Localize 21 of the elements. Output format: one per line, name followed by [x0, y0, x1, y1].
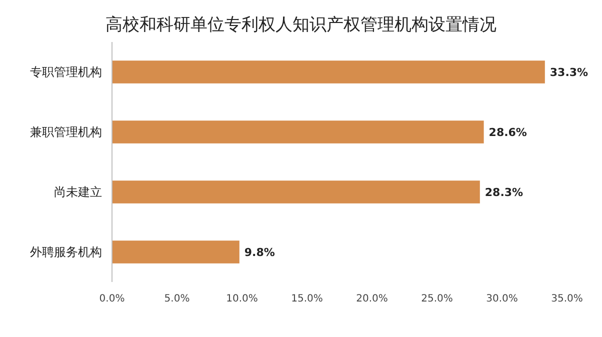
y-tick-label: 尚未建立 [54, 185, 102, 200]
x-tick-label: 15.0% [291, 294, 323, 304]
data-label: 28.6% [488, 126, 527, 139]
x-tick-label: 5.0% [164, 294, 190, 304]
data-label: 28.3% [484, 186, 524, 199]
bar [112, 120, 484, 144]
x-tick-label: 0.0% [99, 294, 125, 304]
chart-title: 高校和科研单位专利权人知识产权管理机构设置情况 [106, 15, 496, 35]
data-label: 33.3% [550, 66, 588, 79]
y-tick-label: 外聘服务机构 [30, 245, 102, 260]
x-tick-label: 35.0% [551, 294, 583, 304]
bar [112, 240, 240, 264]
bar [112, 180, 480, 204]
y-tick-label: 专职管理机构 [30, 65, 102, 80]
x-tick-label: 30.0% [486, 294, 518, 304]
x-tick-label: 20.0% [356, 294, 388, 304]
bar [112, 60, 545, 84]
y-tick-label: 兼职管理机构 [30, 125, 102, 140]
x-tick-label: 10.0% [226, 294, 258, 304]
x-tick-label: 25.0% [421, 294, 453, 304]
data-label: 9.8% [244, 246, 275, 259]
